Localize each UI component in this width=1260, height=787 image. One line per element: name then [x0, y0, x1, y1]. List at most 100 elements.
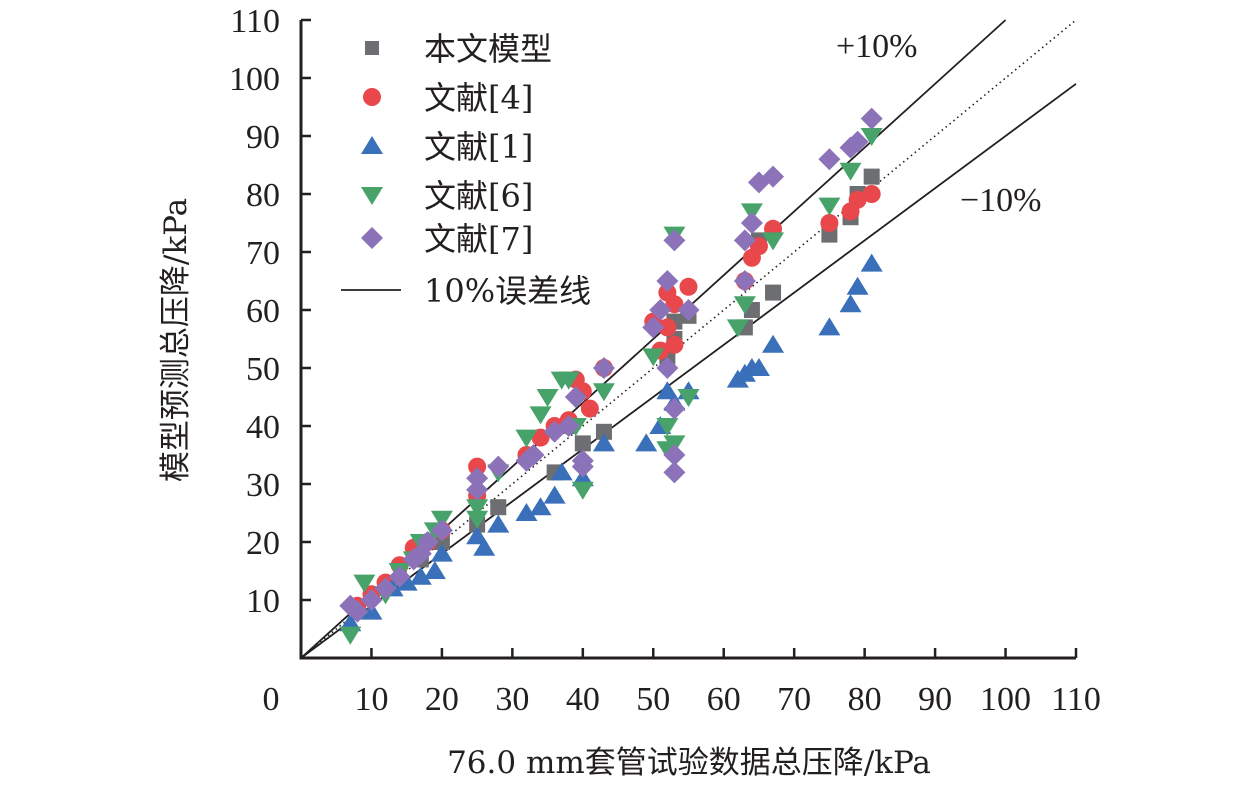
y-tick-label: 30 — [246, 467, 280, 504]
x-tick-label: 60 — [707, 681, 741, 718]
data-point — [515, 429, 538, 448]
data-point — [360, 589, 383, 611]
data-point — [839, 294, 862, 313]
data-point — [580, 399, 599, 418]
data-point — [466, 467, 489, 490]
data-point — [468, 457, 487, 476]
data-point — [863, 168, 880, 185]
data-point — [515, 503, 538, 521]
annotation-plus-10: +10% — [836, 28, 918, 65]
y-tick-label: 80 — [246, 177, 280, 214]
legend-item: 文献[4] — [363, 79, 533, 117]
data-point — [656, 381, 679, 400]
data-point — [374, 577, 397, 600]
legend-label: 10%误差线 — [424, 272, 591, 310]
data-point — [663, 229, 686, 252]
x-tick-label: 90 — [918, 681, 952, 718]
data-point — [543, 485, 566, 504]
data-point — [574, 435, 591, 452]
y-tick-label: 40 — [246, 409, 280, 446]
y-tick-label: 90 — [246, 119, 280, 156]
data-point — [658, 318, 677, 337]
data-point — [740, 212, 763, 234]
reference-line-minus — [300, 83, 1077, 659]
data-point — [571, 481, 594, 500]
data-point — [663, 461, 686, 484]
data-point — [466, 478, 489, 501]
legend-item: 文献[7] — [361, 220, 533, 258]
x-tick-label: 110 — [1051, 681, 1101, 718]
data-point — [665, 335, 684, 354]
data-point — [860, 253, 883, 272]
legend-label: 文献[7] — [424, 220, 533, 258]
data-point — [557, 371, 580, 390]
data-point — [466, 499, 489, 518]
data-point — [522, 444, 545, 466]
legend-marker-square — [365, 41, 379, 55]
legend-label: 本文模型 — [424, 30, 552, 68]
data-point — [663, 397, 686, 420]
x-tick-label: 0 — [263, 681, 280, 718]
legend-item: 文献[6] — [361, 177, 533, 215]
legend-item: 文献[1] — [361, 128, 533, 166]
data-point — [677, 299, 700, 321]
data-point — [818, 197, 841, 216]
data-point — [339, 613, 362, 632]
annotation-minus-10: −10% — [960, 182, 1042, 219]
data-point — [564, 386, 587, 408]
data-point — [733, 270, 756, 292]
data-point — [635, 433, 658, 452]
x-tick-label: 70 — [777, 681, 811, 718]
data-point — [733, 229, 756, 252]
data-point — [677, 389, 700, 407]
legend-marker-diamond — [361, 227, 383, 249]
data-point — [595, 423, 612, 440]
data-point — [473, 537, 496, 556]
legend-marker-triangle-up — [361, 136, 383, 154]
data-points — [339, 107, 883, 645]
legend-item-line: 10%误差线 — [341, 272, 591, 310]
legend-label: 文献[1] — [424, 128, 533, 166]
data-point — [862, 185, 881, 203]
data-point — [430, 543, 453, 562]
data-point — [557, 415, 580, 437]
data-point — [536, 389, 559, 407]
y-axis-title: 模型预测总压降/kPa — [158, 198, 194, 482]
data-point — [353, 574, 376, 593]
data-point — [762, 334, 785, 353]
data-point — [848, 190, 867, 209]
data-point — [550, 462, 573, 481]
data-point — [592, 357, 615, 379]
data-point — [656, 270, 679, 292]
y-tick-label: 100 — [229, 61, 280, 98]
data-point — [860, 128, 883, 146]
data-point — [656, 357, 679, 379]
data-point — [846, 130, 869, 153]
x-axis-title: 76.0 mm套管试验数据总压降/kPa — [447, 745, 931, 781]
data-point — [592, 433, 615, 452]
axes — [299, 20, 1076, 660]
ticks: 0 10 20 30 40 50 60 70 80 90 100 110 10 20 30 40 50 60 70 8… — [229, 3, 1101, 718]
data-point — [818, 148, 841, 171]
y-tick-label: 60 — [246, 293, 280, 330]
legend-label: 文献[4] — [424, 79, 533, 117]
data-point — [762, 232, 785, 251]
data-point — [346, 600, 369, 623]
legend-label: 文献[6] — [424, 177, 533, 215]
x-tick-label: 40 — [566, 681, 600, 718]
data-point — [430, 519, 453, 542]
data-point — [747, 358, 770, 376]
data-point — [765, 284, 782, 301]
data-point — [423, 561, 446, 579]
data-point — [490, 499, 507, 516]
data-point — [839, 162, 862, 181]
data-point — [487, 455, 510, 478]
data-point — [466, 510, 489, 529]
data-point — [733, 296, 756, 315]
y-tick-label: 50 — [246, 351, 280, 388]
data-point — [656, 418, 679, 436]
series-4 — [339, 107, 883, 623]
x-tick-label: 80 — [848, 681, 882, 718]
data-point — [487, 514, 510, 533]
